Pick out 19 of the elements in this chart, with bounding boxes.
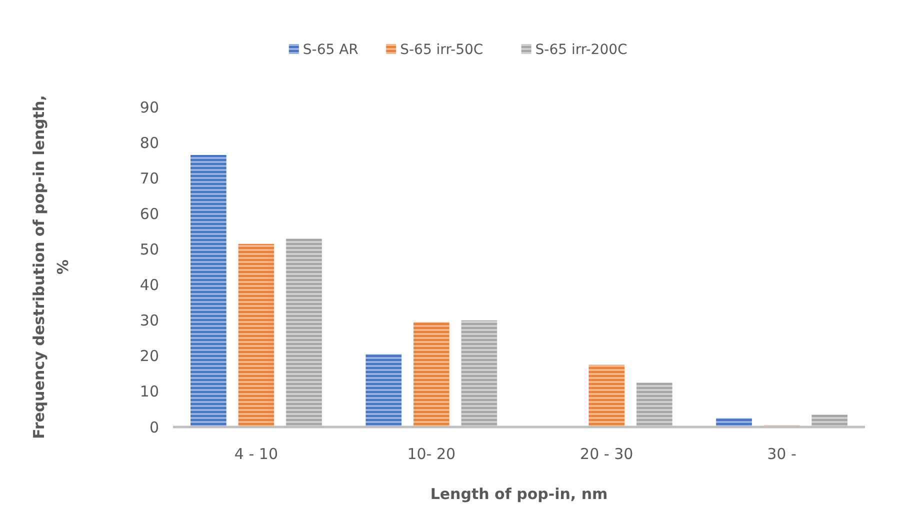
y-tick-label: 30 bbox=[140, 312, 159, 330]
x-tick-label: 20 - 30 bbox=[580, 445, 634, 463]
legend-label: S-65 irr-200C bbox=[535, 42, 628, 58]
x-tick-label: 30 - bbox=[767, 445, 796, 463]
legend-label: S-65 irr-50C bbox=[400, 42, 484, 58]
legend-label: S-65 AR bbox=[302, 42, 359, 58]
y-tick-label: 60 bbox=[140, 204, 159, 223]
y-tick-label: 20 bbox=[140, 347, 159, 366]
x-tick-label: 10- 20 bbox=[407, 445, 456, 463]
y-tick-label: 50 bbox=[140, 240, 159, 258]
y-tick-label: 0 bbox=[149, 418, 159, 436]
y-tick-label: 10 bbox=[140, 382, 159, 401]
y-axis-title: Frequency destribution of pop-in length, % bbox=[30, 95, 72, 439]
x-axis-title: Length of pop-in, nm bbox=[430, 485, 608, 503]
y-tick-label: 40 bbox=[140, 276, 159, 294]
x-tick-label: 4 - 10 bbox=[234, 445, 278, 463]
y-tick-label: 90 bbox=[140, 98, 159, 116]
y-tick-label: 70 bbox=[140, 169, 159, 188]
y-tick-label: 80 bbox=[140, 134, 159, 152]
